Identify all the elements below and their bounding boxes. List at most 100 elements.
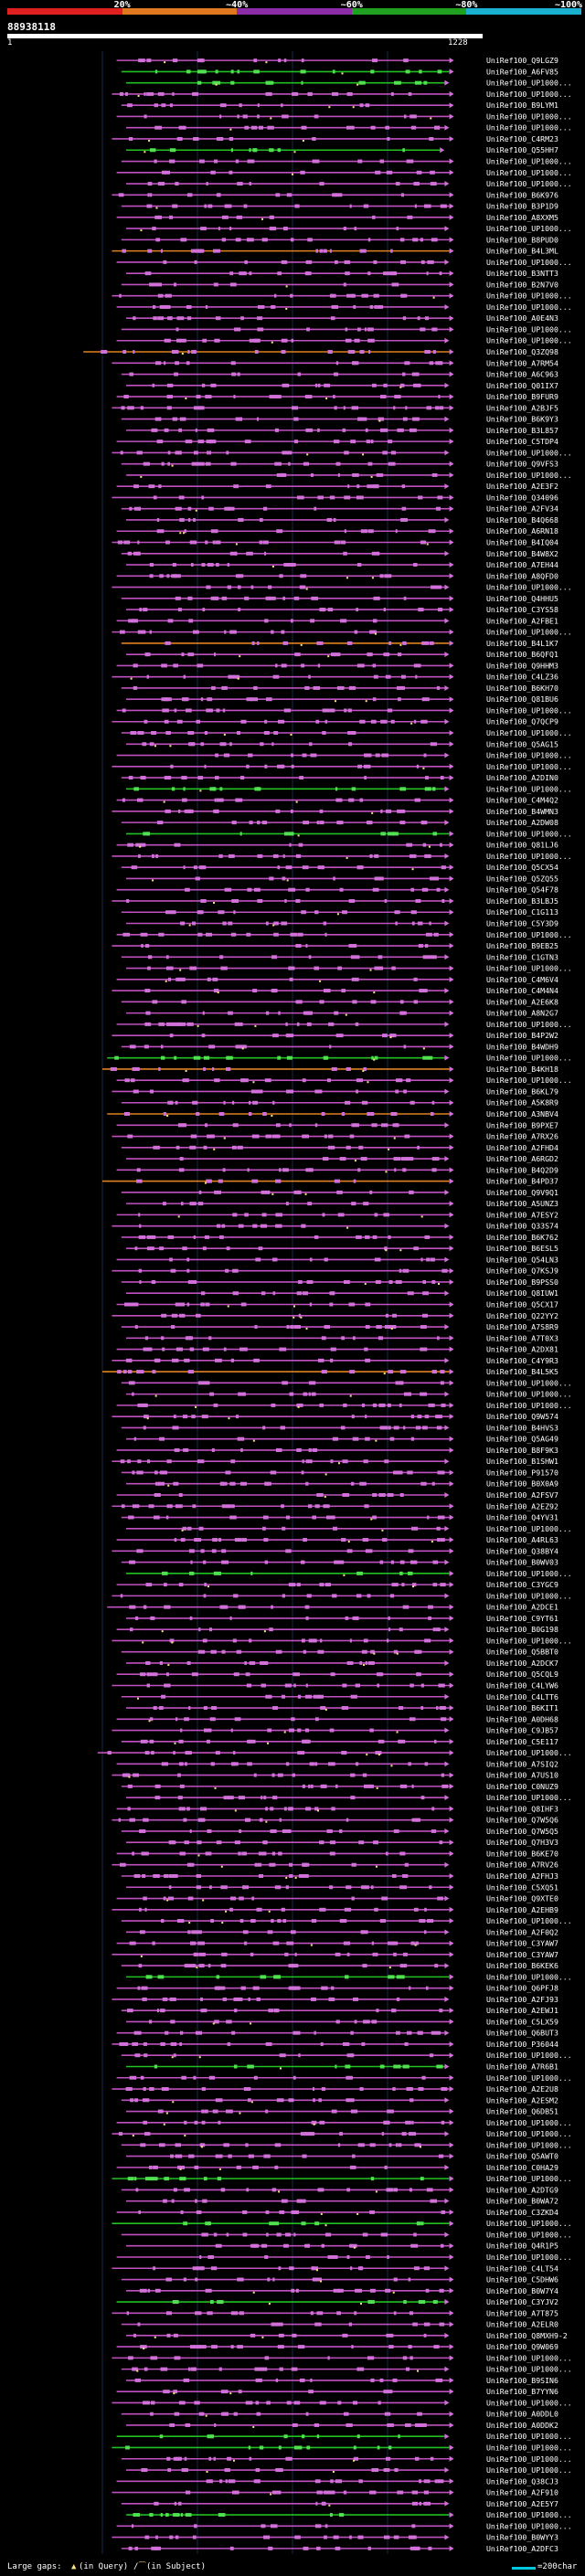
hit-label[interactable]: UniRef100_A2FBE1 (486, 616, 558, 625)
hit-label[interactable]: UniRef100_B0WA72 (486, 2197, 558, 2206)
hit-label[interactable]: UniRef100_A0DDK2 (486, 2421, 558, 2430)
hit-label[interactable]: UniRef100_A0E4N3 (486, 313, 558, 323)
hit-label[interactable]: UniRef100_A2E6K8 (486, 997, 558, 1006)
hit-label[interactable]: UniRef100_C5TDP4 (486, 437, 558, 446)
hit-label[interactable]: UniRef100_UP1000... (486, 471, 572, 480)
hit-label[interactable]: UniRef100_A2ELR0 (486, 2320, 558, 2329)
hit-label[interactable]: UniRef100_UP1000... (486, 2454, 572, 2464)
hit-label[interactable]: UniRef100_A6RN18 (486, 526, 558, 535)
hit-label[interactable]: UniRef100_UP1000... (486, 751, 572, 760)
hit-label[interactable]: UniRef100_P91570 (486, 1468, 558, 1477)
hit-label[interactable]: UniRef100_A7T0X3 (486, 1333, 558, 1342)
hit-label[interactable]: UniRef100_Q34096 (486, 493, 558, 502)
hit-label[interactable]: UniRef100_B0WYY3 (486, 2533, 558, 2542)
hit-label[interactable]: UniRef100_Q5AG49 (486, 1435, 558, 1444)
hit-label[interactable]: UniRef100_Q55HH7 (486, 145, 558, 154)
hit-label[interactable]: UniRef100_UP1000... (486, 1020, 572, 1029)
hit-label[interactable]: UniRef100_A2DCE1 (486, 1603, 558, 1612)
hit-label[interactable]: UniRef100_B9PSS0 (486, 1277, 558, 1287)
hit-label[interactable]: UniRef100_B6K976 (486, 190, 558, 199)
hit-label[interactable]: UniRef100_UP1000... (486, 2398, 572, 2407)
hit-label[interactable]: UniRef100_A3NBV4 (486, 1109, 558, 1118)
hit-label[interactable]: UniRef100_A2DX81 (486, 1345, 558, 1354)
hit-label[interactable]: UniRef100_C5Y3D9 (486, 919, 558, 928)
hit-label[interactable]: UniRef100_B6KH70 (486, 684, 558, 693)
hit-label[interactable]: UniRef100_Q5CX54 (486, 863, 558, 872)
hit-label[interactable]: UniRef100_UP1000... (486, 179, 572, 188)
hit-label[interactable]: UniRef100_A7T875 (486, 2308, 558, 2317)
hit-label[interactable]: UniRef100_B3P1D9 (486, 202, 558, 211)
hit-label[interactable]: UniRef100_B9FUR9 (486, 392, 558, 401)
hit-label[interactable]: UniRef100_B6K9Y3 (486, 415, 558, 424)
hit-label[interactable]: UniRef100_UP1000... (486, 2129, 572, 2138)
hit-label[interactable]: UniRef100_A5K8R9 (486, 1098, 558, 1108)
hit-label[interactable]: UniRef100_C3ZKD4 (486, 2208, 558, 2217)
hit-label[interactable]: UniRef100_A2EZ92 (486, 1501, 558, 1511)
hit-label[interactable]: UniRef100_Q4YV31 (486, 1513, 558, 1522)
hit-label[interactable]: UniRef100_C9YT61 (486, 1614, 558, 1623)
hit-label[interactable]: UniRef100_B6ESL5 (486, 1244, 558, 1253)
hit-label[interactable]: UniRef100_C4M4Q2 (486, 796, 558, 805)
hit-label[interactable]: UniRef100_UP1000... (486, 79, 572, 88)
hit-label[interactable]: UniRef100_Q81LJ6 (486, 841, 558, 850)
hit-label[interactable]: UniRef100_C4LZ36 (486, 673, 558, 682)
hit-label[interactable]: UniRef100_A2E2U8 (486, 2084, 558, 2094)
hit-label[interactable]: UniRef100_A2FJ93 (486, 1995, 558, 2004)
hit-label[interactable]: UniRef100_UP1000... (486, 2140, 572, 2149)
hit-label[interactable]: UniRef100_UP1000... (486, 1916, 572, 1925)
hit-label[interactable]: UniRef100_UP1000... (486, 1569, 572, 1578)
hit-label[interactable]: UniRef100_B4HVS3 (486, 1423, 558, 1432)
hit-label[interactable]: UniRef100_B4P2W2 (486, 1031, 558, 1040)
hit-label[interactable]: UniRef100_UP1000... (486, 628, 572, 637)
hit-label[interactable]: UniRef100_B8PUD0 (486, 235, 558, 244)
hit-label[interactable]: UniRef100_Q5ZQ55 (486, 874, 558, 883)
hit-label[interactable]: UniRef100_Q3ZQ98 (486, 347, 558, 356)
hit-label[interactable]: UniRef100_UP1000... (486, 2118, 572, 2127)
hit-label[interactable]: UniRef100_C3YAW7 (486, 1939, 558, 1948)
hit-label[interactable]: UniRef100_Q6DB51 (486, 2107, 558, 2116)
hit-label[interactable]: UniRef100_Q7W5Q6 (486, 1816, 558, 1825)
hit-label[interactable]: UniRef100_UP1000... (486, 1793, 572, 1802)
hit-label[interactable]: UniRef100_UP1000... (486, 2230, 572, 2239)
hit-label[interactable]: UniRef100_A2E3F2 (486, 482, 558, 491)
hit-label[interactable]: UniRef100_B3LBJ5 (486, 896, 558, 906)
hit-label[interactable]: UniRef100_A2F910 (486, 2488, 558, 2497)
hit-label[interactable]: UniRef100_Q9XTE0 (486, 1894, 558, 1903)
hit-label[interactable]: UniRef100_B4L1K7 (486, 639, 558, 648)
hit-label[interactable]: UniRef100_A7RM54 (486, 358, 558, 367)
hit-label[interactable]: UniRef100_B0WV03 (486, 1558, 558, 1567)
hit-label[interactable]: UniRef100_UP1000... (486, 583, 572, 592)
hit-label[interactable]: UniRef100_UP1000... (486, 1591, 572, 1600)
hit-label[interactable]: UniRef100_B1SHW1 (486, 1457, 558, 1466)
hit-label[interactable]: UniRef100_B9SIN6 (486, 2376, 558, 2385)
hit-label[interactable]: UniRef100_B4W8X2 (486, 549, 558, 558)
hit-label[interactable]: UniRef100_A0DDL0 (486, 2410, 558, 2419)
hit-label[interactable]: UniRef100_Q4R1P5 (486, 2242, 558, 2251)
hit-label[interactable]: UniRef100_B4WDH9 (486, 1042, 558, 1051)
hit-label[interactable]: UniRef100_B4IQ04 (486, 538, 558, 547)
hit-label[interactable]: UniRef100_Q8MXH9-2 (486, 2331, 568, 2340)
hit-label[interactable]: UniRef100_Q9LGZ9 (486, 56, 558, 65)
hit-label[interactable]: UniRef100_A2EWJ1 (486, 2006, 558, 2015)
hit-label[interactable]: UniRef100_UP1000... (486, 2174, 572, 2183)
hit-label[interactable]: UniRef100_UP1000... (486, 2510, 572, 2519)
hit-label[interactable]: UniRef100_UP1000... (486, 762, 572, 771)
hit-label[interactable]: UniRef100_A8QFD0 (486, 571, 558, 580)
hit-label[interactable]: UniRef100_UP1000... (486, 2521, 572, 2530)
hit-label[interactable]: UniRef100_C1G113 (486, 907, 558, 917)
hit-label[interactable]: UniRef100_UP1000... (486, 1076, 572, 1085)
hit-label[interactable]: UniRef100_Q7QCP9 (486, 717, 558, 726)
hit-label[interactable]: UniRef100_A7RX26 (486, 1132, 558, 1141)
hit-label[interactable]: UniRef100_A2FHD4 (486, 1143, 558, 1152)
hit-label[interactable]: UniRef100_A2FSV7 (486, 1490, 558, 1500)
hit-label[interactable]: UniRef100_B3L857 (486, 426, 558, 435)
hit-label[interactable]: UniRef100_B9PXE7 (486, 1120, 558, 1129)
hit-label[interactable]: UniRef100_A6RGD2 (486, 1154, 558, 1163)
hit-label[interactable]: UniRef100_UP1000... (486, 157, 572, 166)
hit-label[interactable]: UniRef100_UP1000... (486, 2443, 572, 2452)
hit-label[interactable]: UniRef100_A7ESY2 (486, 1210, 558, 1219)
hit-label[interactable]: UniRef100_UP1000... (486, 2465, 572, 2475)
hit-label[interactable]: UniRef100_UP1000... (486, 1054, 572, 1063)
hit-label[interactable]: UniRef100_C4LTT6 (486, 1692, 558, 1701)
hit-label[interactable]: UniRef100_UP1000... (486, 2073, 572, 2083)
